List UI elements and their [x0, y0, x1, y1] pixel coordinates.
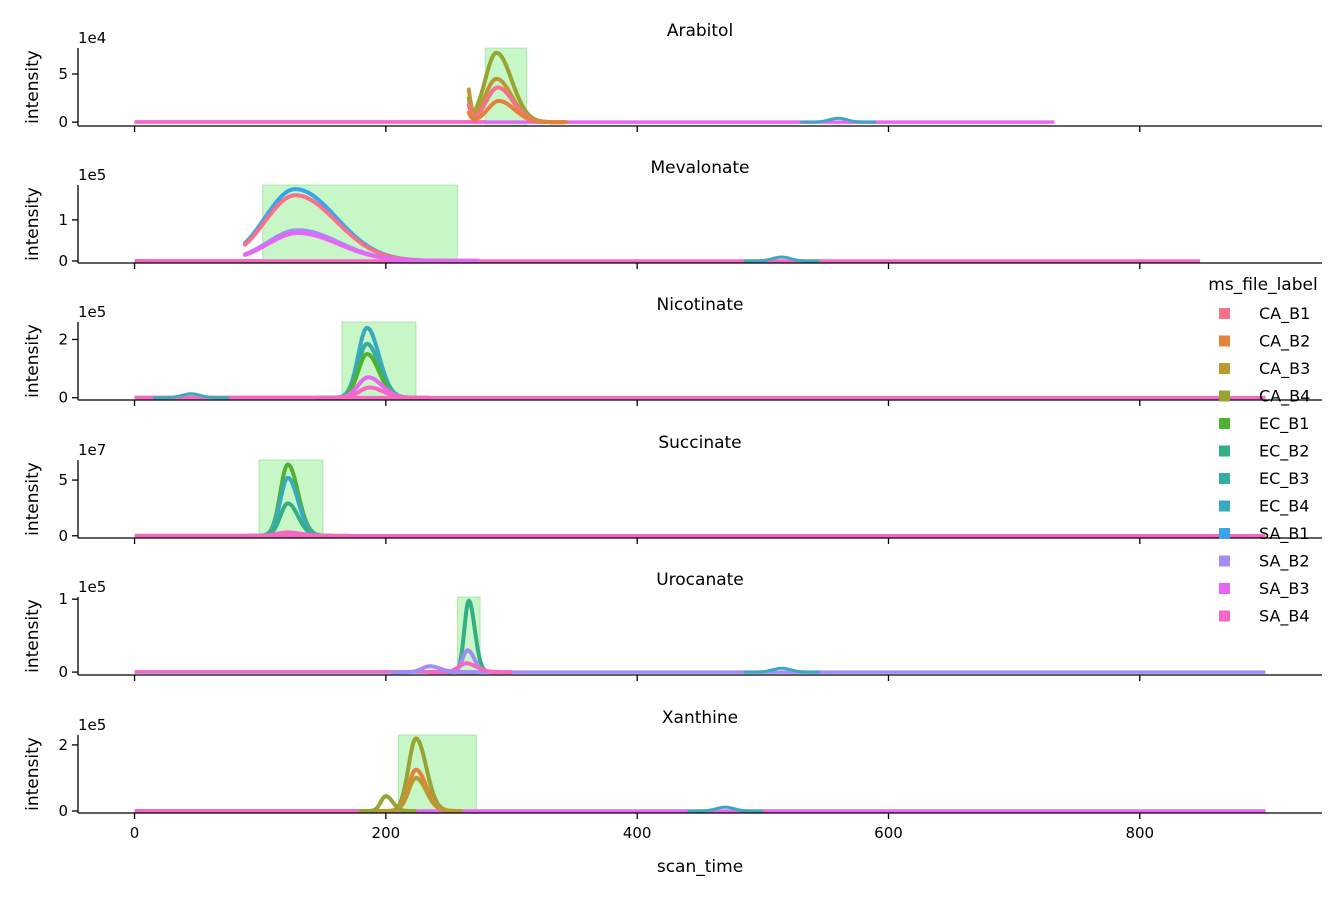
peak-trace-ca_b2	[466, 99, 569, 125]
y-axis-label: intensity	[23, 599, 43, 673]
panel-title: Succinate	[658, 433, 741, 453]
peak-trace-sa_b3	[243, 231, 481, 263]
minor-peak-trace	[687, 805, 763, 813]
panel-xanthine: 0 2 0 200 400 600 800 1e5 Xanthine intensity	[23, 708, 1322, 842]
peak-trace-sa_b4	[426, 661, 513, 675]
x-tick-label: 400	[623, 824, 652, 842]
peak-trace-sa_b4	[317, 385, 431, 400]
legend-swatch	[1219, 390, 1230, 402]
legend-label: EC_B4	[1259, 497, 1309, 517]
x-tick-label: 600	[874, 824, 903, 842]
legend-swatch	[1219, 583, 1230, 594]
x-tick-label: 0	[130, 824, 140, 842]
legend-swatch	[1219, 528, 1230, 539]
minor-peak-trace	[744, 666, 820, 674]
y-tick-label: 2	[58, 736, 68, 754]
y-tick-label: 5	[58, 65, 68, 83]
legend-swatch	[1219, 308, 1230, 319]
panel-title: Arabitol	[667, 21, 733, 41]
minor-peak-trace	[800, 116, 876, 124]
peak-trace-sa_b2	[390, 664, 477, 675]
y-exponent-label: 1e7	[78, 441, 106, 459]
y-exponent-label: 1e5	[78, 166, 106, 184]
panel-arabitol: 0 5 1e4 Arabitol intensity	[23, 21, 1322, 132]
y-tick-label: 5	[58, 471, 68, 489]
panel-nicotinate: 0 2 1e5 Nicotinate intensity	[23, 295, 1322, 407]
panel-title: Xanthine	[662, 708, 738, 728]
y-exponent-label: 1e5	[78, 303, 106, 321]
panel-title: Mevalonate	[650, 158, 749, 178]
minor-peak-trace	[153, 392, 229, 400]
y-tick-label: 1	[58, 211, 68, 229]
y-axis-label: intensity	[23, 462, 43, 536]
legend-label: SA_B4	[1259, 607, 1310, 627]
legend-label: SA_B2	[1259, 552, 1310, 572]
legend-swatch	[1219, 555, 1230, 567]
legend-title: ms_file_label	[1208, 275, 1317, 295]
legend-label: CA_B4	[1259, 387, 1310, 407]
panel-title: Urocanate	[656, 570, 744, 590]
y-tick-label: 0	[58, 252, 68, 270]
minor-peak-trace	[744, 255, 820, 263]
legend-swatch	[1219, 418, 1230, 429]
y-tick-label: 1	[58, 590, 68, 608]
y-tick-label: 0	[58, 527, 68, 545]
legend-label: CA_B1	[1259, 304, 1310, 324]
legend: ms_file_label CA_B1 CA_B2 CA_B3 CA_B4 EC_B1 EC…	[1208, 275, 1317, 627]
y-tick-label: 0	[58, 802, 68, 820]
y-axis-label: intensity	[23, 187, 43, 261]
legend-label: SA_B3	[1259, 579, 1310, 599]
y-tick-label: 0	[58, 663, 68, 681]
y-axis-label: intensity	[23, 324, 43, 398]
legend-swatch	[1219, 500, 1230, 512]
legend-label: EC_B1	[1259, 414, 1309, 434]
panel-mevalonate: 0 1 1e5 Mevalonate intensity	[23, 158, 1322, 270]
legend-label: EC_B3	[1259, 469, 1309, 489]
x-tick-label: 200	[372, 824, 401, 842]
legend-label: EC_B2	[1259, 442, 1309, 462]
peak-trace-sa_b4	[235, 530, 350, 538]
x-axis-label: scan_time	[657, 857, 743, 877]
legend-swatch	[1219, 610, 1230, 622]
y-tick-label: 0	[58, 113, 68, 131]
legend-label: SA_B1	[1259, 524, 1310, 544]
y-exponent-label: 1e4	[78, 29, 106, 47]
legend-swatch	[1219, 335, 1230, 347]
panel-urocanate: 0 1 1e5 Urocanate intensity	[23, 570, 1322, 681]
legend-label: CA_B2	[1259, 332, 1310, 352]
y-axis-label: intensity	[23, 737, 43, 811]
legend-swatch	[1219, 445, 1230, 457]
legend-swatch	[1219, 473, 1230, 484]
y-axis-label: intensity	[23, 50, 43, 124]
y-exponent-label: 1e5	[78, 716, 106, 734]
panel-title: Nicotinate	[657, 295, 744, 315]
peak-trace-ca_b3	[376, 776, 463, 813]
peak-trace-ca_b4	[358, 794, 417, 813]
y-tick-label: 0	[58, 389, 68, 407]
panel-succinate: 0 5 1e7 Succinate intensity	[23, 433, 1322, 545]
y-exponent-label: 1e5	[78, 578, 106, 596]
legend-label: CA_B3	[1259, 359, 1310, 379]
x-tick-label: 800	[1125, 824, 1154, 842]
legend-swatch	[1219, 363, 1230, 374]
y-tick-label: 2	[58, 330, 68, 348]
